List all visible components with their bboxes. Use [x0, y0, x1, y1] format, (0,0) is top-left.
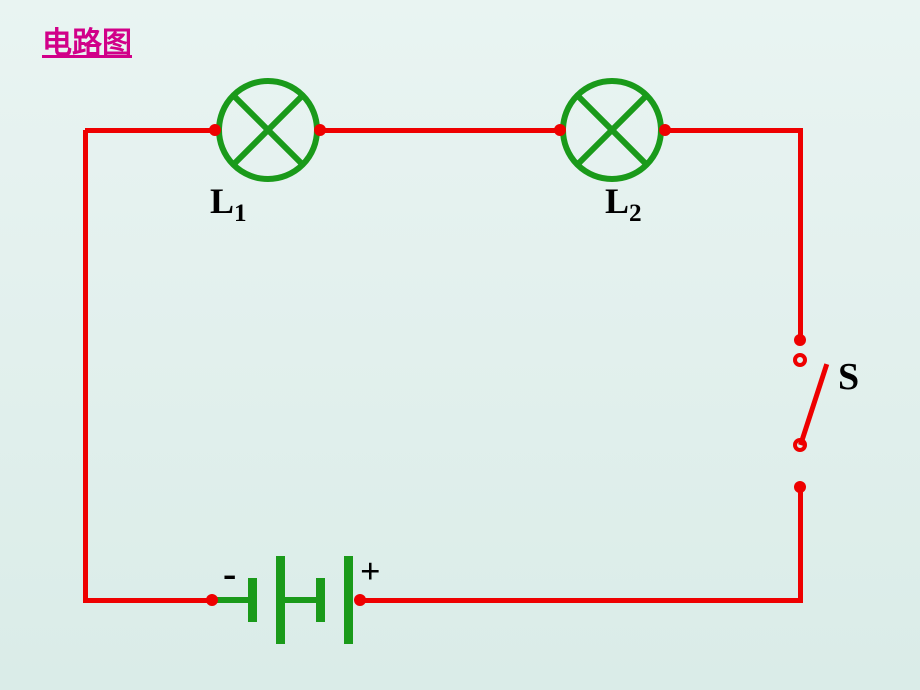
node-3 [659, 124, 671, 136]
right-upper-wire [798, 130, 803, 343]
node-0 [209, 124, 221, 136]
diagram-title: 电路图 [42, 18, 132, 62]
battery-long-plate-0 [276, 556, 285, 644]
node-1 [314, 124, 326, 136]
left-wire [83, 130, 88, 603]
lamp-L2-label: L2 [605, 180, 642, 228]
top-left-wire [85, 128, 218, 133]
battery-plus: + [360, 550, 381, 592]
bottom-right-wire [360, 598, 803, 603]
node-7 [354, 594, 366, 606]
node-6 [206, 594, 218, 606]
node-4 [794, 334, 806, 346]
right-lower-wire [798, 487, 803, 603]
switch-label: S [838, 355, 859, 399]
node-5 [794, 481, 806, 493]
lamp-L1-label: L1 [210, 180, 247, 228]
switch-terminal-0 [793, 353, 807, 367]
top-right-wire [665, 128, 803, 133]
battery-long-plate-1 [344, 556, 353, 644]
background [0, 0, 920, 690]
node-2 [554, 124, 566, 136]
battery-short-plate-0 [248, 578, 257, 622]
battery-short-plate-1 [316, 578, 325, 622]
top-mid-wire [320, 128, 563, 133]
battery-minus: - [223, 550, 236, 597]
